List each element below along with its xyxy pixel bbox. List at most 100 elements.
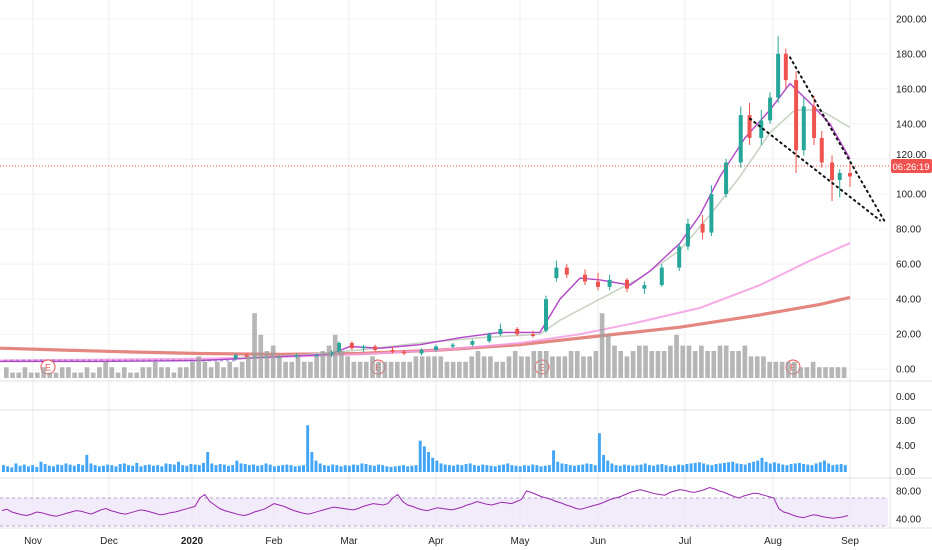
- candle-body-46: [830, 162, 835, 180]
- candle-body-34: [709, 194, 714, 233]
- volume-bar-33: [208, 367, 214, 378]
- volume-bar-123: [767, 361, 772, 378]
- volume-bar-128: [798, 367, 804, 378]
- ratio-bar-60: [252, 464, 255, 472]
- ratio-bar-179: [747, 462, 751, 472]
- volume-bar-129: [804, 367, 810, 378]
- ratio-bar-65: [272, 466, 276, 472]
- ratio-bar-168: [702, 463, 706, 472]
- price-tick-0: 200.00: [896, 14, 927, 25]
- ratio-bar-163: [681, 465, 685, 472]
- volume-bar-112: [699, 345, 704, 378]
- volume-bar-59: [370, 356, 375, 378]
- candle-body-10: [361, 346, 366, 349]
- ratio-bar-153: [639, 464, 643, 472]
- volume-bar-132: [823, 367, 828, 378]
- volume-bar-10: [66, 367, 71, 378]
- price-dot: [208, 359, 211, 362]
- ratio-bar-71: [297, 465, 301, 472]
- price-dot: [220, 359, 223, 362]
- price-dot: [70, 359, 73, 362]
- ratio-bar-147: [614, 465, 618, 472]
- volume-bar-53: [332, 334, 338, 378]
- volume-bar-113: [705, 351, 710, 378]
- ma-fast-line: [0, 82, 851, 363]
- volume-bar-16: [103, 361, 108, 378]
- candle-body-27: [607, 279, 612, 287]
- ratio-bar-136: [568, 465, 572, 472]
- ratio-bar-185: [772, 462, 776, 472]
- volume-bar-50: [314, 356, 319, 378]
- ratio-panel[interactable]: [2, 425, 847, 472]
- volume-bar-21: [134, 372, 139, 378]
- ratio-bar-148: [618, 465, 622, 472]
- x-tick-8: Jul: [679, 536, 692, 547]
- volume-bar-17: [109, 367, 115, 378]
- price-dot: [34, 359, 37, 362]
- candle-body-17: [470, 341, 475, 345]
- ratio-bar-72: [302, 465, 305, 472]
- ratio-bar-162: [677, 464, 681, 472]
- candle-body-39: [768, 97, 773, 121]
- ratio-bar-30: [127, 465, 130, 472]
- ratio-bar-124: [518, 466, 522, 472]
- candle-body-32: [685, 223, 690, 247]
- trendline-lower: [749, 117, 881, 222]
- volume-bar-71: [444, 361, 450, 378]
- ratio-bar-96: [402, 465, 405, 472]
- volume-bar-24: [152, 361, 158, 378]
- volume-bar-54: [339, 351, 344, 378]
- volume-bar-48: [301, 361, 307, 378]
- volume-bar-124: [773, 361, 779, 378]
- price-tick-6: 80.00: [896, 225, 921, 236]
- ratio-bar-50: [210, 463, 214, 472]
- volume-bar-56: [351, 361, 357, 378]
- ratio-bar-34: [143, 465, 147, 472]
- earnings-marker-label-0: E: [45, 363, 51, 373]
- volume-bar-79: [494, 361, 499, 378]
- ratio-bar-41: [172, 464, 176, 472]
- price-tick-8: 40.00: [896, 295, 921, 306]
- ratio-bar-38: [160, 466, 164, 472]
- price-tick-10: 0.00: [896, 365, 916, 376]
- volume-bar-19: [121, 367, 127, 378]
- ratio-bar-138: [577, 465, 581, 472]
- ratio-bar-184: [768, 463, 772, 472]
- ratio-bar-79: [331, 464, 335, 472]
- ratio-bar-39: [164, 463, 168, 472]
- ratio-bar-143: [597, 433, 601, 472]
- ratio-bar-123: [514, 465, 518, 472]
- x-tick-4: Mar: [340, 536, 358, 547]
- price-dot: [130, 359, 133, 362]
- ratio-bar-108: [452, 465, 456, 472]
- ratio-bar-102: [427, 452, 431, 472]
- candle-body-5: [294, 355, 299, 357]
- ratio-bar-200: [835, 464, 839, 472]
- volume-bar-32: [202, 361, 208, 378]
- ratio-bar-43: [181, 465, 185, 472]
- volume-bar-7: [47, 372, 53, 378]
- candle-body-18: [487, 334, 492, 342]
- volume-bar-89: [556, 356, 561, 378]
- ratio-bar-57: [239, 463, 243, 472]
- ratio-bar-54: [227, 465, 230, 472]
- ratio-bar-116: [485, 465, 489, 472]
- volume-bar-73: [457, 361, 462, 378]
- volume-bar-127: [792, 361, 797, 378]
- volume-bar-58: [363, 361, 369, 378]
- ratio-bar-74: [310, 452, 314, 472]
- price-dot: [88, 359, 91, 362]
- price-tag-text: 06:26:19: [893, 162, 930, 173]
- price-dot: [190, 359, 193, 362]
- ratio-bar-127: [531, 464, 535, 472]
- price-dot: [100, 359, 103, 362]
- ratio-bar-196: [818, 462, 822, 472]
- ratio-bar-7: [31, 465, 35, 472]
- ratio-bar-92: [385, 466, 389, 472]
- ma-mid-line: [239, 109, 851, 359]
- ratio-bar-191: [797, 462, 801, 472]
- ratio-bar-105: [439, 463, 443, 472]
- volume-panel[interactable]: [4, 313, 847, 378]
- rsi-panel[interactable]: [0, 486, 888, 527]
